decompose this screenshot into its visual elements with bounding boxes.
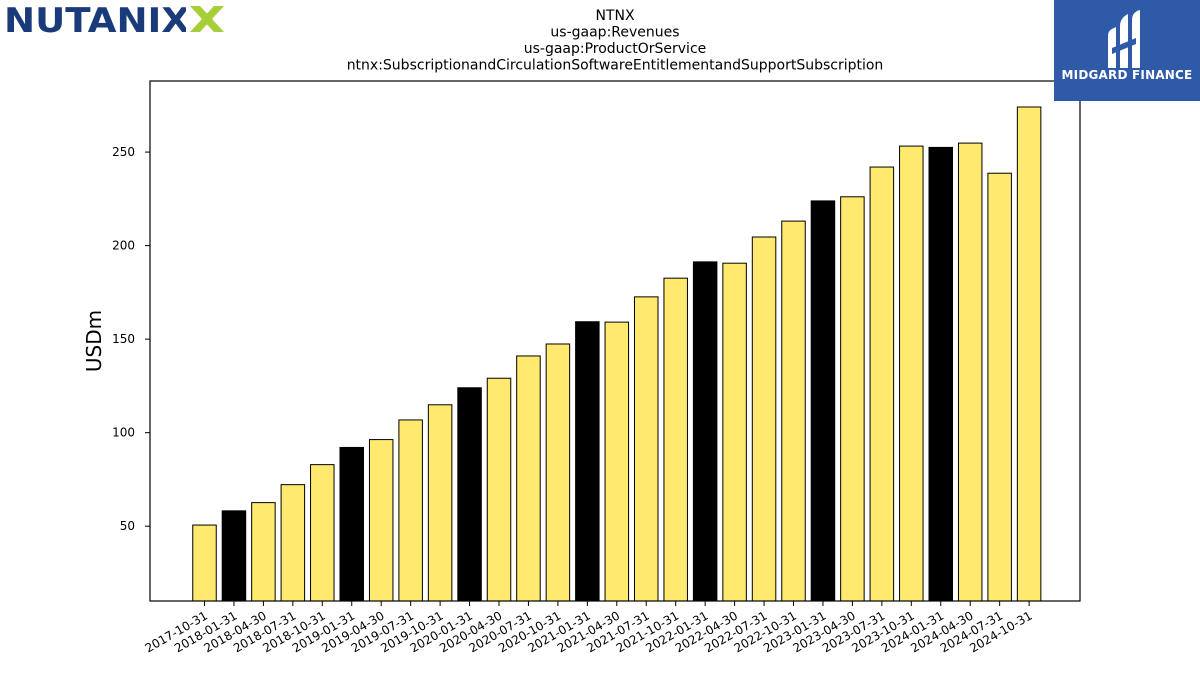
bar — [251, 502, 276, 602]
nutanix-x-icon — [186, 2, 230, 36]
chart-title-line: ntnx:SubscriptionandCirculationSoftwareE… — [347, 58, 884, 74]
bar — [192, 524, 217, 602]
bar — [486, 377, 512, 602]
bar — [957, 142, 983, 602]
y-tick-label: 200 — [112, 239, 135, 253]
nutanix-logo-text: NUTANIX — [4, 2, 190, 36]
y-axis: 50 100 150 200 250 — [112, 145, 150, 533]
bar — [604, 321, 630, 602]
bar — [545, 343, 571, 602]
nutanix-logo-mark: NUTANIX — [4, 1, 190, 41]
bar — [457, 387, 482, 602]
y-tick-label: 50 — [120, 519, 135, 533]
bar — [575, 321, 600, 602]
y-tick-label: 250 — [112, 145, 135, 159]
nutanix-logo: NUTANIX — [4, 1, 230, 41]
midgard-emblem-icon — [1108, 10, 1140, 68]
bar — [516, 355, 541, 602]
plot-frame — [149, 80, 1081, 602]
chart-title: NTNXus-gaap:Revenuesus-gaap:ProductOrSer… — [347, 8, 884, 74]
bar — [781, 220, 806, 602]
y-axis-label: USDm — [82, 310, 106, 372]
x-axis: 2017-10-312018-01-312018-04-302018-07-31… — [143, 601, 1035, 655]
bar — [398, 419, 423, 602]
bar — [663, 277, 688, 602]
y-tick-label: 100 — [112, 426, 135, 440]
bar — [339, 446, 364, 602]
bar — [840, 196, 865, 602]
bar — [692, 261, 718, 602]
bars — [192, 106, 1042, 602]
bar — [899, 145, 924, 602]
bar — [368, 439, 394, 602]
bar — [869, 166, 895, 602]
bar — [987, 172, 1012, 602]
chart-title-line: us-gaap:Revenues — [550, 25, 679, 41]
bar — [634, 296, 659, 602]
y-tick-label: 150 — [112, 332, 135, 346]
bar — [1016, 106, 1042, 602]
bar — [280, 484, 306, 602]
chart-title-line: us-gaap:ProductOrService — [524, 41, 707, 57]
bar — [810, 200, 836, 602]
bar — [221, 510, 247, 602]
bar — [751, 236, 777, 602]
midgard-logo-text: MIDGARD FINANCE — [1061, 68, 1193, 82]
chart-title-line: NTNX — [595, 8, 634, 24]
bar — [928, 146, 953, 602]
bar — [310, 464, 335, 602]
midgard-finance-logo: MIDGARD FINANCE — [1054, 0, 1200, 101]
bar — [427, 404, 453, 602]
bar — [722, 262, 747, 602]
